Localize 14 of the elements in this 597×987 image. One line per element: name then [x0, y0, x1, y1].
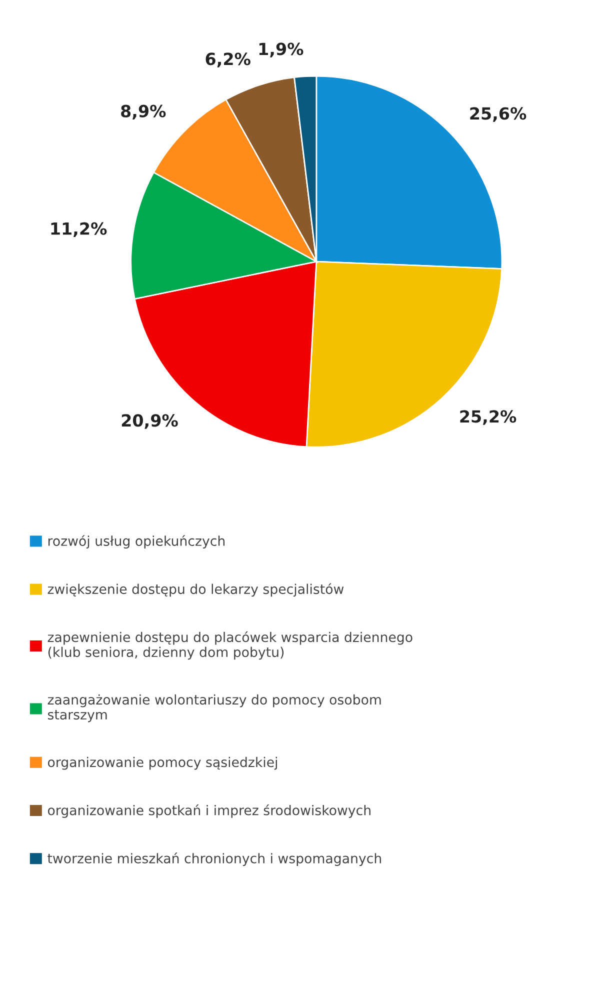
legend-label: zwiększenie dostępu do lekarzy specjalistów [48, 583, 344, 597]
data-label: 6,2% [206, 52, 250, 68]
legend-label: zapewnienie dostępu do placówek wsparcia dziennego (klub seniora, dzienny dom pobytu) [48, 631, 412, 660]
data-label: 8,9% [121, 104, 166, 120]
data-label: 25,6% [470, 107, 526, 122]
data-label: 25,2% [460, 410, 516, 425]
legend-label: rozwój usług opiekuńczych [48, 535, 225, 549]
legend-label: zaangażowanie wolontariuszy do pomocy osobom starszym [48, 694, 381, 722]
legend-label: organizowanie spotkań i imprez środowiskowych [48, 804, 370, 818]
data-label: 1,9% [259, 42, 304, 58]
data-label: 20,9% [122, 414, 178, 429]
legend-label: organizowanie pomocy sąsiedzkiej [48, 756, 278, 770]
legend-label: tworzenie mieszkań chronionych i wspomaganych [48, 852, 381, 866]
data-label: 11,2% [51, 222, 107, 238]
